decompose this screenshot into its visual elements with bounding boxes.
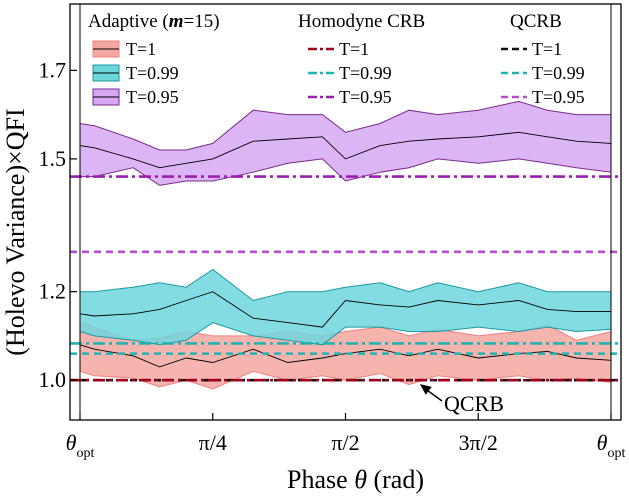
legend-label-adaptive-1: T=0.99 bbox=[126, 63, 179, 83]
adaptive-mean-lines bbox=[79, 131, 612, 368]
x-tick-label-1: π/4 bbox=[199, 430, 227, 455]
adaptive-mean-line-1 bbox=[79, 291, 611, 328]
legend-label-adaptive-2: T=0.95 bbox=[126, 87, 179, 107]
legend-label-homodyne-2: T=0.95 bbox=[339, 87, 392, 107]
reference-lines bbox=[70, 175, 621, 382]
legend-homodyne-title: Homodyne CRB bbox=[298, 11, 425, 32]
x-axis: θopt π/4 π/2 3π/2 θopt bbox=[66, 413, 626, 461]
y-axis: 1.0 1.2 1.5 1.7 bbox=[39, 57, 77, 392]
x-tick-label-2: π/2 bbox=[331, 430, 359, 455]
y-tick-label-1: 1.2 bbox=[39, 279, 67, 304]
legend-label-qcrb-2: T=0.95 bbox=[532, 87, 585, 107]
x-tick-label-3: 3π/2 bbox=[459, 430, 498, 455]
x-axis-label: Phase θ (rad) bbox=[287, 465, 424, 494]
legend-adaptive-title: Adaptive (m=15) bbox=[88, 11, 220, 32]
adaptive-bands bbox=[79, 100, 612, 390]
qcrb-annotation-label: QCRB bbox=[444, 391, 504, 416]
adaptive-band-2 bbox=[79, 100, 612, 186]
qcrb-arrowhead bbox=[420, 384, 432, 395]
legend-qcrb-title: QCRB bbox=[510, 11, 562, 32]
x-tick-label-4: θopt bbox=[597, 430, 626, 461]
adaptive-mean-line-2 bbox=[79, 131, 612, 169]
qcrb-annotation: QCRB bbox=[420, 384, 504, 416]
y-tick-label-0: 1.0 bbox=[39, 367, 67, 392]
y-tick-label-3: 1.7 bbox=[39, 57, 67, 82]
y-axis-label: (Holevo Variance)×QFI bbox=[1, 108, 30, 355]
legend-label-homodyne-0: T=1 bbox=[339, 39, 369, 59]
legend-label-qcrb-1: T=0.99 bbox=[532, 63, 585, 83]
legend: Adaptive (m=15) Homodyne CRB QCRB T=1 T=0.99… bbox=[88, 11, 585, 107]
legend-label-homodyne-1: T=0.99 bbox=[339, 63, 392, 83]
legend-label-adaptive-0: T=1 bbox=[126, 39, 156, 59]
y-tick-label-2: 1.5 bbox=[39, 146, 67, 171]
adaptive-mean-line-0 bbox=[79, 344, 612, 368]
legend-label-qcrb-0: T=1 bbox=[532, 39, 562, 59]
x-tick-label-0: θopt bbox=[66, 430, 95, 461]
